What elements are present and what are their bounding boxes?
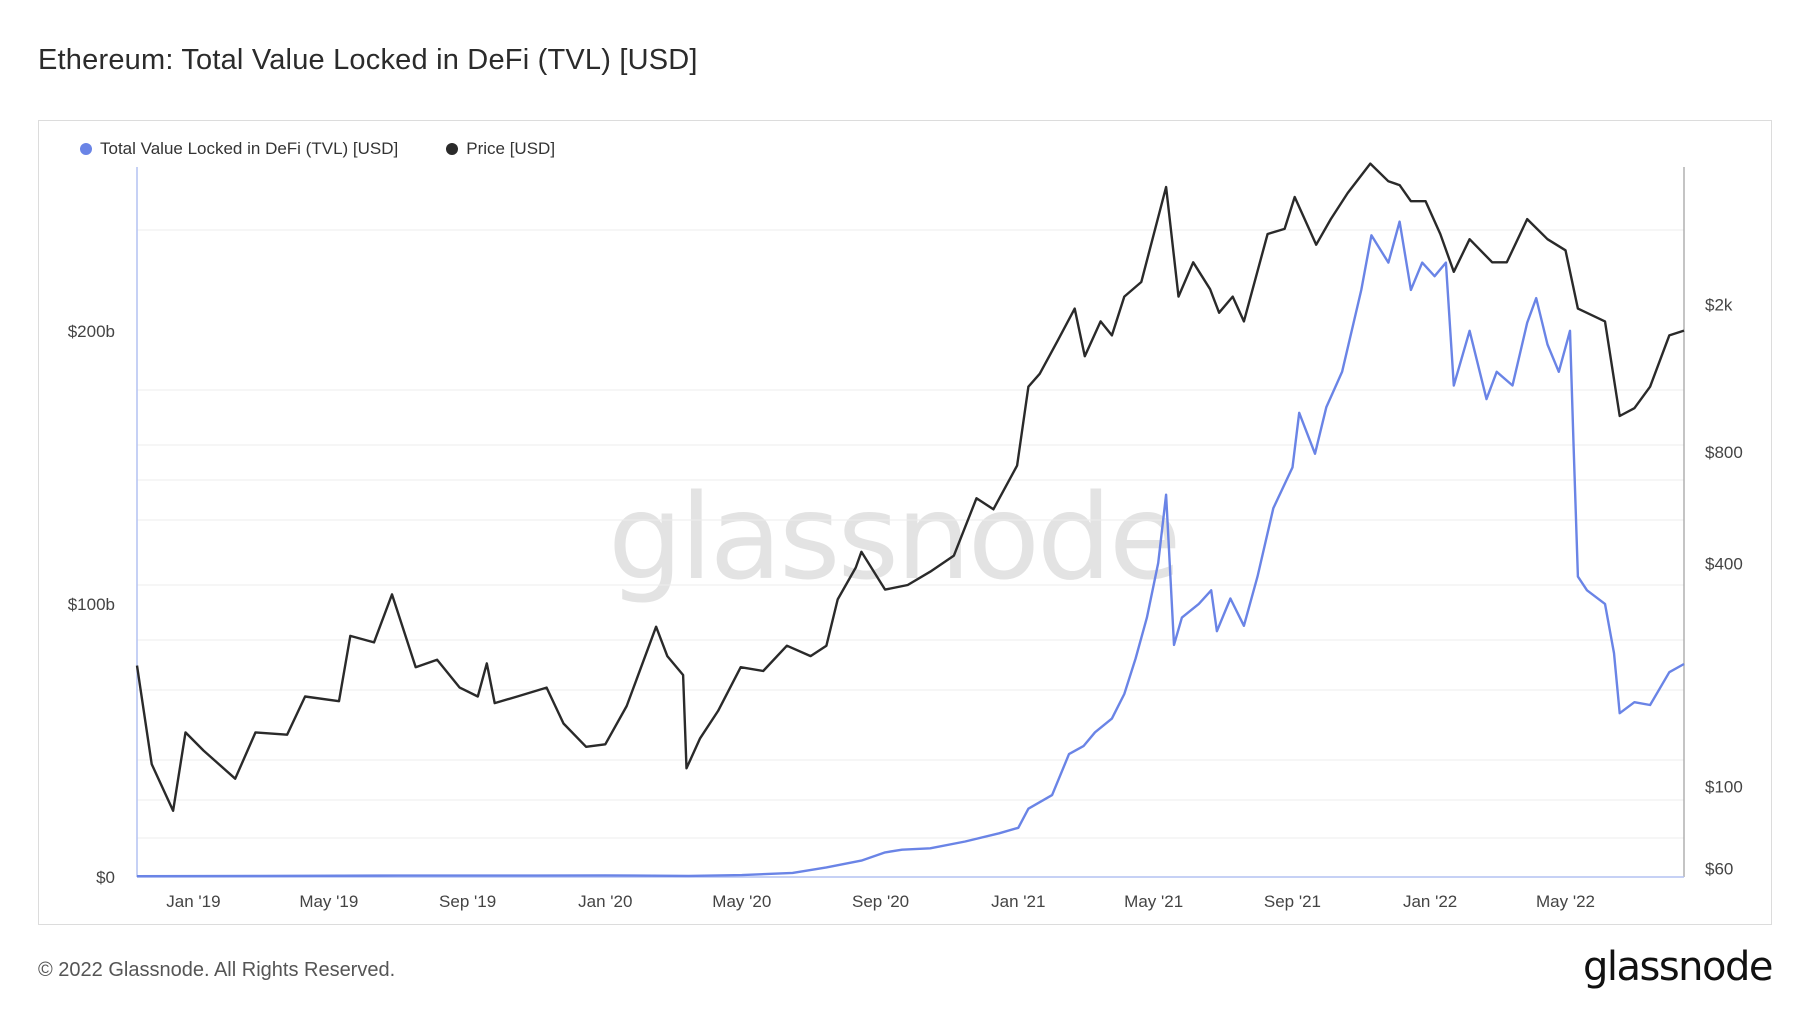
grid [137, 229, 1684, 839]
x-tick-label: Jan '21 [991, 892, 1045, 911]
glassnode-logo[interactable]: glassnode [1582, 944, 1774, 990]
y-right-tick-label: $400 [1705, 554, 1743, 573]
watermark: glassnode [608, 468, 1178, 606]
x-tick-label: Sep '19 [439, 892, 496, 911]
x-tick-label: Jan '19 [166, 892, 220, 911]
legend: Total Value Locked in DeFi (TVL) [USD] P… [80, 139, 555, 159]
legend-item-price[interactable]: Price [USD] [446, 139, 555, 159]
legend-label-tvl: Total Value Locked in DeFi (TVL) [USD] [100, 139, 399, 158]
y-right-tick-label: $2k [1705, 295, 1733, 314]
x-tick-label: May '20 [712, 892, 771, 911]
legend-label-price: Price [USD] [466, 139, 556, 158]
x-tick-label: May '21 [1124, 892, 1183, 911]
y-left-tick-label: $100b [68, 595, 115, 614]
series [135, 162, 1685, 878]
y-right-tick-label: $100 [1705, 778, 1743, 797]
legend-item-tvl[interactable]: Total Value Locked in DeFi (TVL) [USD] [80, 139, 398, 159]
x-tick-label: Jan '22 [1403, 892, 1457, 911]
y-right-tick-label: $800 [1705, 443, 1743, 462]
price-legend-dot [446, 143, 459, 155]
x-tick-label: May '19 [299, 892, 358, 911]
y-right-tick-label: $60 [1705, 860, 1733, 879]
x-tick-label: Sep '21 [1264, 892, 1321, 911]
x-tick-label: Jan '20 [578, 892, 632, 911]
tvl-legend-dot [80, 143, 92, 155]
copyright-footer: © 2022 Glassnode. All Rights Reserved. [38, 959, 396, 981]
chart-title: Ethereum: Total Value Locked in DeFi (TV… [38, 44, 698, 76]
y-left-tick-label: $0 [96, 868, 115, 887]
y-left-tick-label: $200b [68, 322, 115, 341]
axes: $0 $100b $200b $60 $100 $400 $800 $2k Jan '19 May… [68, 167, 1743, 911]
chart-frame [38, 120, 1772, 925]
price-line [135, 162, 1685, 812]
x-tick-label: May '22 [1536, 892, 1595, 911]
tvl-line [136, 220, 1685, 878]
x-tick-label: Sep '20 [852, 892, 909, 911]
